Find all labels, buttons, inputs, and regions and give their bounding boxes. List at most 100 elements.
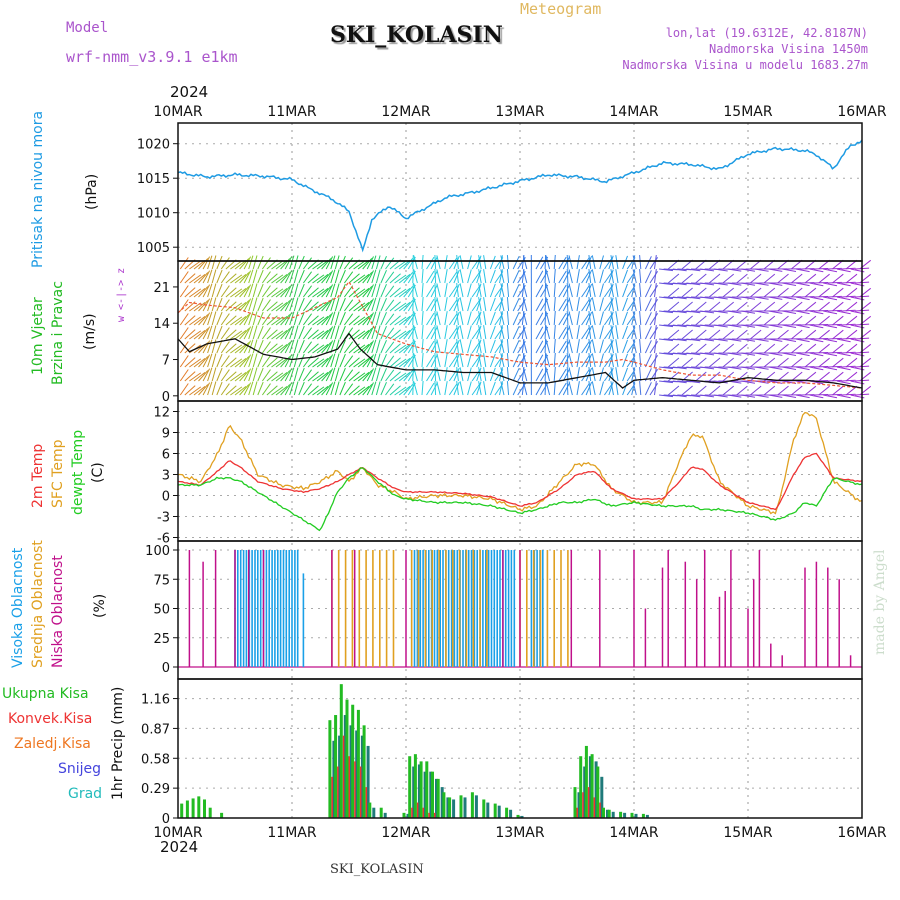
wind-barb: [795, 366, 810, 371]
wind-barb: [672, 282, 687, 286]
prec-tick-label: 0.29: [141, 782, 170, 797]
wind-barb: [588, 353, 592, 368]
wind-barb: [302, 369, 313, 382]
wind-barb: [293, 353, 299, 368]
wind-barb: [639, 339, 642, 354]
wind-barb: [763, 329, 776, 340]
wind-barb: [832, 315, 844, 326]
wind-barb: [585, 381, 593, 396]
wind-barb: [777, 287, 789, 298]
wind-barb: [330, 297, 336, 312]
wind-barb: [271, 302, 284, 312]
wind-barb: [585, 283, 593, 298]
wind-barb: [412, 254, 414, 270]
wind-barb: [832, 287, 844, 298]
wind-barb: [448, 355, 458, 368]
wind-barb: [471, 299, 481, 312]
wind-barb: [339, 339, 346, 354]
wind-barb: [841, 351, 856, 354]
wind-barb: [321, 370, 332, 382]
wind-barb: [389, 273, 401, 284]
wind-barb: [257, 283, 264, 298]
wind-barb: [280, 300, 291, 312]
wind-barb: [588, 269, 592, 284]
wind-barb: [266, 287, 278, 298]
wind-barb: [754, 380, 769, 384]
wind-barb: [456, 283, 459, 298]
wind-barb: [202, 340, 211, 354]
prec-snow-bar: [372, 807, 376, 819]
pressure-tick-label: 1005: [137, 241, 170, 256]
time-label-bottom: 16MAR: [837, 825, 886, 841]
wind-barb: [681, 273, 693, 284]
wind-barb: [506, 297, 510, 312]
wind-barb: [777, 385, 789, 396]
wind-barb: [330, 367, 336, 382]
prec-total-bar: [607, 809, 611, 818]
wind-barb: [353, 316, 366, 326]
wind-barb: [741, 380, 756, 384]
wind-barb: [558, 298, 567, 312]
wind-barb: [768, 268, 783, 272]
wind-barb: [430, 354, 438, 368]
wind-barb: [588, 283, 592, 298]
wind-barb: [841, 281, 856, 284]
wind-barb: [568, 353, 573, 368]
time-label-top: 14MAR: [609, 104, 658, 120]
wind-barb: [695, 371, 707, 382]
wind-barb: [207, 325, 213, 340]
wind-barb: [483, 325, 487, 340]
wind-barb: [293, 283, 299, 298]
wind-barb: [741, 394, 756, 398]
wind-barb: [845, 371, 858, 382]
prec-total-bar: [579, 756, 583, 819]
wind-barb: [545, 353, 551, 368]
wind-barb: [216, 255, 223, 270]
wind-barb: [343, 383, 354, 396]
wind-barb: [566, 296, 569, 312]
wind-barb: [522, 297, 528, 312]
wind-barb: [845, 385, 858, 396]
wind-barb: [216, 283, 223, 298]
wind-barb: [284, 340, 293, 354]
wind-barb: [708, 357, 721, 368]
wind-barb: [289, 283, 295, 298]
wind-barb: [471, 327, 481, 340]
wind-barb: [412, 380, 414, 396]
wind-barb: [293, 381, 299, 396]
wind-barb: [453, 311, 460, 326]
wind-barb: [672, 380, 687, 384]
wind-barb: [631, 297, 636, 312]
wind-barb: [220, 369, 230, 382]
wind-barb: [239, 356, 250, 368]
wind-barb: [827, 379, 842, 382]
prec-tick-label: 0.58: [141, 752, 170, 767]
wind-barb: [749, 343, 762, 354]
wind-barb: [398, 273, 411, 284]
wind-barb: [293, 325, 299, 340]
wind-barb: [553, 352, 556, 368]
wind-barb: [348, 329, 360, 340]
prec-snow-bar: [520, 815, 524, 819]
wind-barb: [193, 358, 206, 368]
wind-barb: [522, 339, 528, 354]
wind-barb: [444, 269, 448, 284]
wind-barb: [581, 313, 590, 326]
wind-barb: [591, 311, 596, 326]
wind-barb: [622, 283, 628, 298]
wind-barb: [216, 353, 223, 368]
wind-barb: [284, 368, 293, 382]
wind-barb: [266, 385, 278, 396]
wind-barb: [610, 269, 614, 284]
wind-barb: [271, 330, 284, 340]
wind-barb: [841, 393, 856, 396]
wind-barb: [659, 380, 674, 384]
wind-barb: [610, 255, 614, 270]
wind-barb: [545, 297, 551, 312]
wind-barb: [599, 283, 604, 298]
wind-barb: [841, 365, 856, 368]
wind-barb: [804, 287, 817, 298]
wind-barb: [506, 311, 510, 326]
wind-barb: [211, 353, 217, 368]
wind-barb: [325, 270, 334, 284]
